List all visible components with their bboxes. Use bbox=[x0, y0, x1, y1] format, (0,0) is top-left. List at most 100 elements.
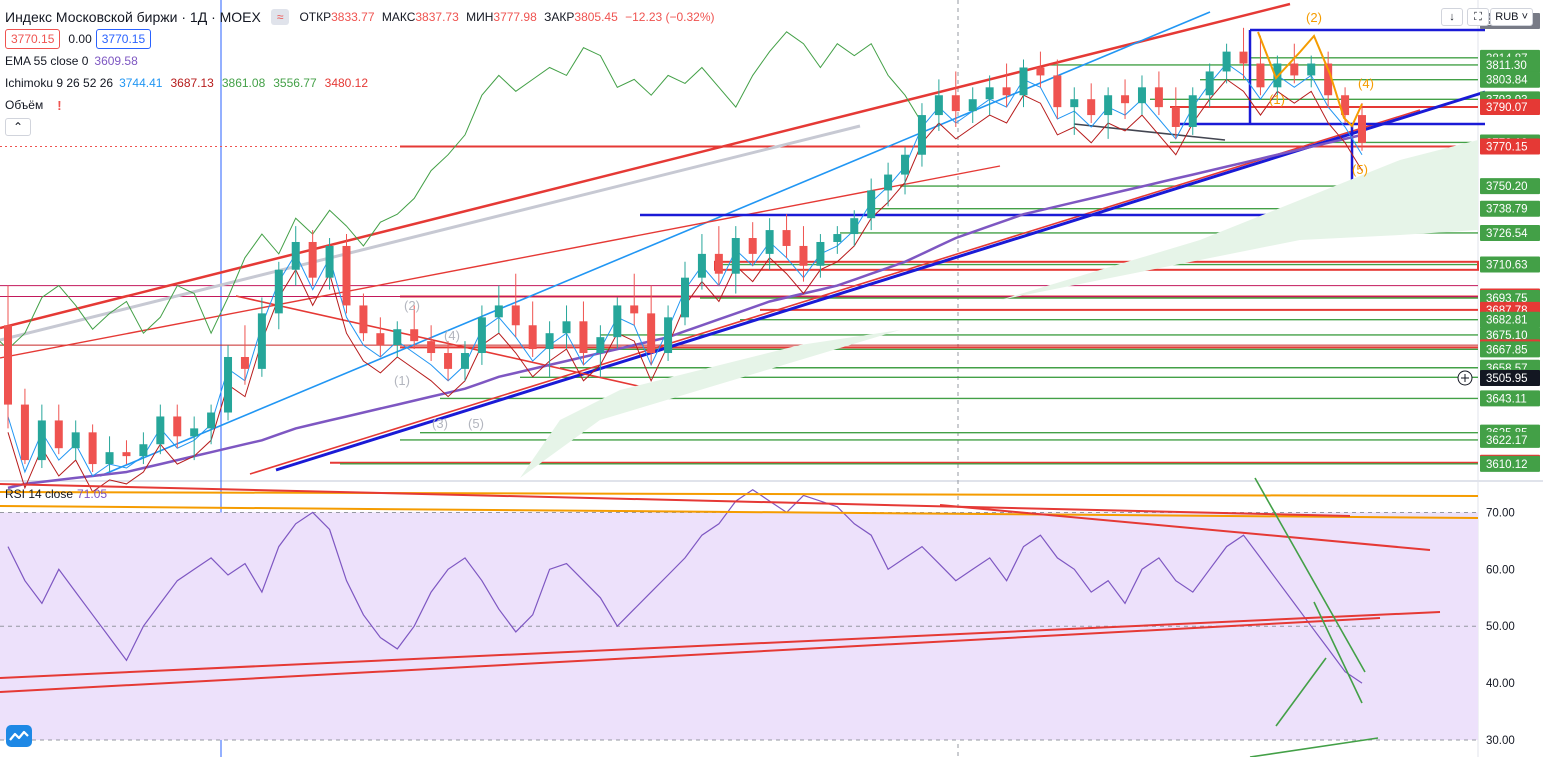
candle-body bbox=[613, 305, 622, 338]
candle-body bbox=[782, 230, 791, 246]
volume-legend-row[interactable]: Объём ! bbox=[5, 94, 719, 116]
trend-line bbox=[235, 295, 666, 393]
candle-body bbox=[4, 325, 12, 405]
candles bbox=[4, 27, 1366, 472]
price-axis-label: 3750.20 bbox=[1486, 181, 1528, 193]
candle-body bbox=[1188, 95, 1197, 127]
price-label-bg bbox=[1480, 311, 1540, 328]
rsi-legend[interactable]: RSI 14 close 71.05 bbox=[5, 487, 107, 501]
ichimoku-value-4: 3556.77 bbox=[273, 76, 317, 90]
candle-body bbox=[224, 356, 233, 413]
arrow-down-icon[interactable]: ↓ bbox=[1441, 8, 1463, 26]
wave-label-gray: (3) bbox=[432, 416, 448, 431]
candle-body bbox=[427, 341, 436, 354]
ema-value: 3609.58 bbox=[94, 54, 138, 68]
price-label-bg bbox=[1480, 200, 1540, 217]
currency-selector[interactable]: RUB ˅ bbox=[1490, 8, 1533, 26]
candle-body bbox=[884, 174, 893, 191]
trend-lines[interactable] bbox=[0, 2, 1486, 477]
symbol-title[interactable]: Индекс Московской биржи · 1Д · MOEX bbox=[5, 9, 261, 25]
candle-body bbox=[71, 432, 80, 449]
candle-body bbox=[1137, 87, 1146, 104]
candle-body bbox=[985, 87, 994, 100]
ohlc-open-label: ОТКР bbox=[299, 10, 332, 24]
candle-body bbox=[494, 305, 503, 318]
rsi-lines bbox=[0, 477, 1479, 757]
wave-label-gray: (2) bbox=[404, 298, 420, 313]
ichimoku-legend-row[interactable]: Ichimoku 9 26 52 26 3744.41 3687.13 3861… bbox=[5, 72, 719, 94]
price-axis-label: 3770.15 bbox=[1486, 142, 1528, 154]
price-label-bg bbox=[1480, 341, 1540, 358]
candle-body bbox=[1341, 95, 1350, 116]
candle-body bbox=[1019, 67, 1028, 96]
ichimoku-value-3: 3861.08 bbox=[221, 76, 266, 90]
rsi-axis-label: 30.00 bbox=[1486, 735, 1515, 747]
candle-body bbox=[20, 404, 29, 461]
candle-body bbox=[105, 452, 114, 465]
rsi-line bbox=[7, 488, 1363, 684]
rsi-trend-line bbox=[0, 505, 1479, 519]
price-label-bg bbox=[1480, 455, 1540, 472]
candle-body bbox=[257, 313, 266, 369]
price-label-bg bbox=[1480, 138, 1540, 155]
rsi-trend-line bbox=[0, 491, 1479, 497]
candle-body bbox=[88, 432, 97, 465]
currency-label: RUB bbox=[1495, 11, 1519, 23]
sell-price-button[interactable]: 3770.15 bbox=[5, 29, 61, 49]
candle-body bbox=[664, 317, 673, 354]
price-axis-label: 3682.81 bbox=[1486, 315, 1528, 327]
price-axis-label: 3675.10 bbox=[1486, 330, 1528, 342]
wave-label-orange: (5) bbox=[1352, 162, 1368, 177]
candle-body bbox=[681, 277, 689, 318]
collapse-legend-button[interactable]: ⌃ bbox=[5, 118, 31, 136]
ohlc-change-value: −12.23 (−0.32%) bbox=[625, 10, 715, 24]
price-axis[interactable]: 3833.433814.873811.303803.843793.933790.… bbox=[1457, 13, 1540, 747]
candle-body bbox=[477, 317, 486, 354]
price-label-bg bbox=[1480, 256, 1540, 273]
ema-legend-row[interactable]: EMA 55 close 0 3609.58 bbox=[5, 50, 719, 72]
rsi-trend-line bbox=[0, 611, 1441, 679]
trend-line bbox=[0, 2, 1291, 330]
warning-icon[interactable]: ! bbox=[57, 97, 62, 113]
candle-body bbox=[376, 333, 385, 346]
ichimoku-value-2: 3687.13 bbox=[170, 76, 214, 90]
candle-body bbox=[1307, 63, 1316, 76]
maximize-icon[interactable]: ⛶ bbox=[1467, 8, 1489, 26]
buy-price-button[interactable]: 3770.15 bbox=[95, 29, 152, 49]
wave-path-orange bbox=[1257, 31, 1363, 128]
ohlc-close-label: ЗАКР bbox=[544, 10, 575, 24]
candle-body bbox=[1104, 95, 1113, 116]
price-label-bg bbox=[1480, 178, 1540, 195]
candle-body bbox=[37, 420, 46, 461]
candle-body bbox=[1256, 63, 1265, 88]
pane-controls: ↓ ⛶ bbox=[1441, 8, 1489, 26]
candle-body bbox=[122, 452, 131, 457]
candle-body bbox=[342, 245, 351, 306]
candle-body bbox=[968, 99, 977, 112]
candle-body bbox=[1324, 63, 1333, 96]
compare-chip[interactable]: ≈ bbox=[270, 9, 290, 25]
candle-body bbox=[833, 234, 842, 242]
volume-label: Объём bbox=[5, 98, 44, 112]
price-label-bg bbox=[1480, 71, 1540, 88]
tradingview-logo-icon[interactable] bbox=[6, 725, 32, 747]
trend-line bbox=[0, 165, 1001, 359]
candle-body bbox=[748, 238, 757, 254]
candle-body bbox=[630, 305, 639, 314]
rsi-axis-label: 60.00 bbox=[1486, 564, 1515, 576]
price-axis-label: 3811.30 bbox=[1486, 60, 1527, 72]
trend-line bbox=[1073, 123, 1226, 141]
candle-body bbox=[240, 356, 249, 369]
ohlc-close-value: 3805.45 bbox=[574, 10, 618, 24]
price-axis-label: 3803.84 bbox=[1486, 75, 1528, 87]
candle-body bbox=[1205, 71, 1214, 96]
candle-body bbox=[444, 353, 453, 369]
ema-line bbox=[7, 133, 1363, 490]
candle-body bbox=[325, 245, 334, 278]
trend-line bbox=[0, 124, 861, 342]
candle-body bbox=[596, 337, 605, 354]
chikou-line bbox=[0, 31, 923, 350]
candle-body bbox=[816, 241, 825, 266]
